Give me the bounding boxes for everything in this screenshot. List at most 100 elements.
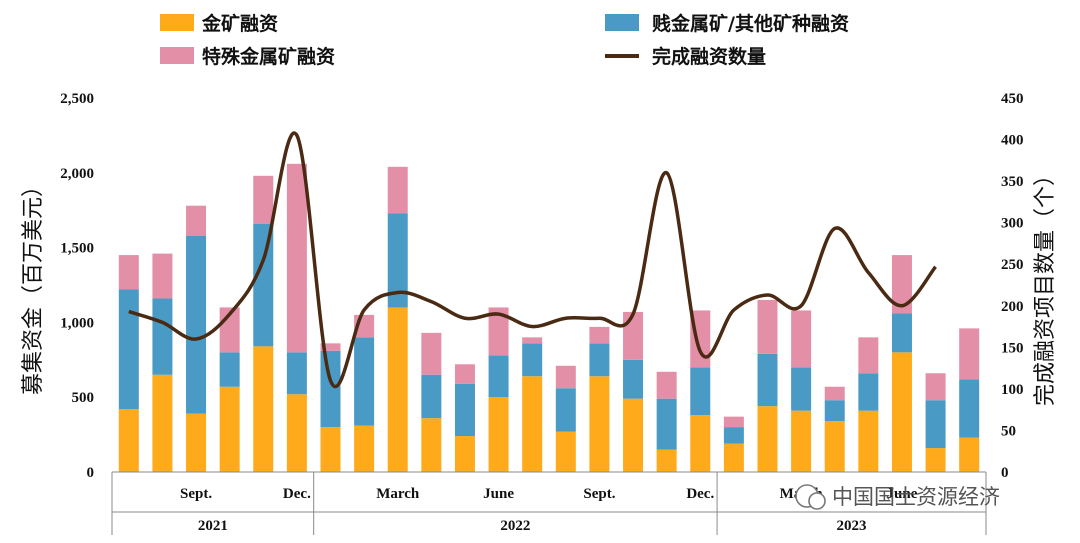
y2-axis-title: 完成融资项目数量（个）: [1033, 164, 1058, 406]
bar-special-metal: [488, 307, 509, 356]
bar-gold: [421, 418, 442, 472]
legend-label-count: 完成融资数量: [652, 45, 766, 68]
bar-gold: [387, 307, 408, 472]
bar-gold: [723, 443, 744, 472]
legend-label-special: 特殊金属矿融资: [202, 45, 335, 68]
bar-base-metal: [354, 337, 375, 426]
bar-base-metal: [791, 367, 812, 411]
bar-gold: [454, 436, 475, 472]
bar-base-metal: [454, 383, 475, 437]
bar-special-metal: [824, 386, 845, 401]
bar-base-metal: [959, 379, 980, 438]
bar-base-metal: [253, 223, 274, 347]
y-axis-title: 募集资金（百万美元）: [21, 175, 46, 395]
y2-tick-label: 450: [1001, 91, 1024, 107]
bar-base-metal: [152, 298, 173, 375]
bar-special-metal: [891, 255, 912, 314]
x-month-label: June: [887, 486, 918, 502]
bar-gold: [959, 437, 980, 472]
wechat-icon-inner: [808, 492, 826, 510]
bar-base-metal: [522, 343, 543, 377]
y-tick-label: 1,500: [60, 241, 94, 257]
bar-base-metal: [589, 343, 610, 377]
bar-gold: [858, 410, 879, 472]
bar-special-metal: [757, 299, 778, 354]
bar-base-metal: [690, 367, 711, 416]
x-month-label: June: [483, 486, 514, 502]
y2-tick-label: 150: [1001, 340, 1024, 356]
y2-tick-label: 400: [1001, 133, 1024, 149]
bar-gold: [656, 449, 677, 472]
bar-special-metal: [118, 255, 139, 290]
x-year-label: 2023: [837, 518, 867, 534]
x-month-label: Dec.: [283, 486, 311, 502]
watermark: 中国国土资源经济: [795, 484, 1000, 510]
bars: [118, 163, 980, 472]
count-line-path: [128, 131, 937, 389]
y2-tick-label: 50: [1001, 423, 1016, 439]
bar-base-metal: [757, 353, 778, 407]
x-month-label: March: [376, 486, 420, 502]
bar-gold: [891, 352, 912, 472]
x-year-label: 2021: [198, 518, 228, 534]
bar-gold: [757, 406, 778, 472]
legend-swatch-special: [160, 47, 194, 64]
bar-gold: [824, 421, 845, 472]
bar-gold: [488, 397, 509, 472]
bar-gold: [522, 376, 543, 472]
x-month-label: Dec.: [686, 486, 714, 502]
bar-special-metal: [723, 416, 744, 428]
x-year-label: 2022: [500, 518, 530, 534]
bar-gold: [219, 386, 240, 472]
y-tick-label: 1,000: [60, 315, 94, 331]
legend-swatch-gold: [160, 14, 194, 31]
bar-gold: [791, 410, 812, 472]
bar-base-metal: [186, 235, 207, 414]
y2-tick-label: 300: [1001, 216, 1024, 232]
bar-special-metal: [522, 337, 543, 344]
bar-gold: [152, 374, 173, 472]
bar-base-metal: [623, 359, 644, 399]
bar-base-metal: [286, 352, 307, 395]
bar-base-metal: [891, 313, 912, 353]
bar-special-metal: [925, 373, 946, 401]
y2-tick-label: 200: [1001, 299, 1024, 315]
bar-special-metal: [454, 364, 475, 384]
bar-gold: [286, 394, 307, 472]
bar-base-metal: [488, 355, 509, 398]
y-tick-label: 500: [72, 390, 95, 406]
bar-special-metal: [589, 326, 610, 344]
y-axis-ticks: 0 500 1,000 1,500 2,000 2,500: [60, 91, 94, 481]
bar-special-metal: [286, 163, 307, 353]
bar-base-metal: [421, 374, 442, 419]
legend-swatch-base: [605, 14, 639, 31]
x-month-label: Sept.: [583, 486, 615, 502]
bar-base-metal: [219, 352, 240, 387]
bar-gold: [623, 398, 644, 472]
bar-base-metal: [387, 213, 408, 308]
bar-special-metal: [186, 205, 207, 236]
bar-base-metal: [320, 350, 341, 428]
y2-tick-label: 0: [1001, 465, 1009, 481]
x-axis: Sept.Dec.MarchJuneSept.Dec.MarchJune2021…: [111, 471, 987, 535]
bar-special-metal: [656, 371, 677, 399]
bar-base-metal: [824, 400, 845, 422]
bar-special-metal: [152, 253, 173, 299]
bar-special-metal: [858, 337, 879, 374]
bar-gold: [320, 427, 341, 472]
y2-axis-ticks: 0 50 100 150 200 250 300 350 400 450: [1001, 91, 1024, 481]
bar-base-metal: [858, 373, 879, 411]
bar-base-metal: [555, 388, 576, 432]
y-tick-label: 2,500: [60, 91, 94, 107]
bar-special-metal: [959, 328, 980, 380]
bar-special-metal: [421, 332, 442, 375]
y-tick-label: 0: [87, 465, 95, 481]
legend-label-base: 贱金属矿/其他矿种融资: [652, 12, 849, 35]
bar-base-metal: [925, 400, 946, 449]
bar-gold: [925, 448, 946, 472]
bar-special-metal: [623, 311, 644, 360]
bar-base-metal: [118, 289, 139, 410]
bar-special-metal: [320, 343, 341, 351]
y2-tick-label: 100: [1001, 382, 1024, 398]
